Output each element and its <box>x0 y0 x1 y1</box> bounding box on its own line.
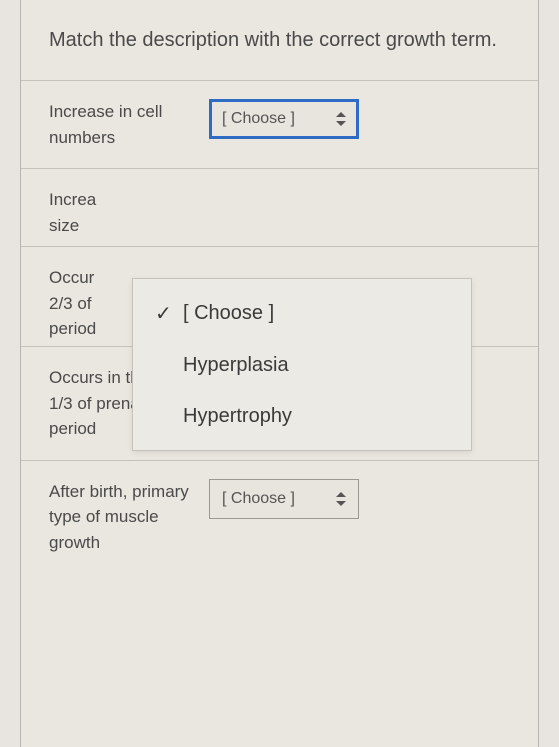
dropdown-selected[interactable]: ✓ [ Choose ] <box>133 287 471 340</box>
dropdown-selected-text: [ Choose ] <box>183 302 274 325</box>
dropdown-option-hypertrophy[interactable]: Hypertrophy <box>133 391 471 442</box>
question-container: Match the description with the correct g… <box>20 0 539 747</box>
match-row-1: Increase in cell numbers [ Choose ] <box>21 80 538 168</box>
option-text-1: Hyperplasia <box>183 354 289 377</box>
select-col-1: [ Choose ] <box>209 99 359 139</box>
updown-icon <box>336 492 346 506</box>
select-5-text: [ Choose ] <box>222 490 295 508</box>
dropdown-menu: ✓ [ Choose ] Hyperplasia Hypertrophy <box>132 278 472 451</box>
match-label-2: Increa size <box>49 187 209 238</box>
select-col-5: [ Choose ] <box>209 479 359 519</box>
match-row-5: After birth, primary type of muscle grow… <box>21 460 538 574</box>
match-row-2: Increa size <box>21 168 538 246</box>
updown-icon <box>336 112 346 126</box>
check-icon: ✓ <box>155 301 175 326</box>
select-1-text: [ Choose ] <box>222 110 295 128</box>
select-5[interactable]: [ Choose ] <box>209 479 359 519</box>
match-label-5: After birth, primary type of muscle grow… <box>49 479 209 556</box>
question-text: Match the description with the correct g… <box>21 25 538 80</box>
select-1[interactable]: [ Choose ] <box>209 99 359 139</box>
match-label-1: Increase in cell numbers <box>49 99 209 150</box>
dropdown-option-hyperplasia[interactable]: Hyperplasia <box>133 340 471 391</box>
option-text-2: Hypertrophy <box>183 405 292 428</box>
